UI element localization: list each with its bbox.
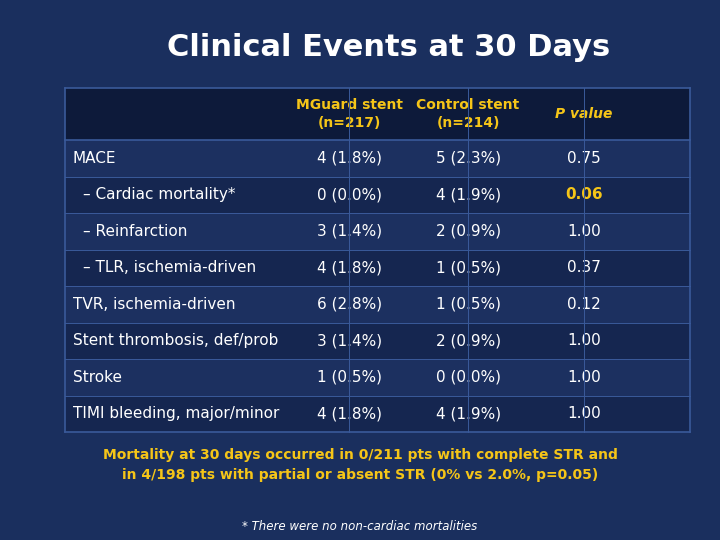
Text: 0.06: 0.06 — [565, 187, 603, 202]
Bar — [65, 359, 690, 395]
Text: 0.75: 0.75 — [567, 151, 600, 166]
Text: 4 (1.9%): 4 (1.9%) — [436, 406, 500, 421]
Bar — [65, 177, 690, 213]
Text: TVR, ischemia-driven: TVR, ischemia-driven — [73, 297, 235, 312]
Text: Clinical Events at 30 Days: Clinical Events at 30 Days — [167, 33, 611, 63]
Text: 4 (1.8%): 4 (1.8%) — [317, 151, 382, 166]
Bar — [65, 213, 690, 249]
Bar — [65, 286, 690, 322]
Text: – Cardiac mortality*: – Cardiac mortality* — [83, 187, 235, 202]
Text: 1.00: 1.00 — [567, 224, 600, 239]
Text: – TLR, ischemia-driven: – TLR, ischemia-driven — [83, 260, 256, 275]
Text: * There were no non-cardiac mortalities: * There were no non-cardiac mortalities — [243, 519, 477, 532]
Text: Stroke: Stroke — [73, 370, 122, 384]
Bar — [65, 88, 690, 140]
Text: 3 (1.4%): 3 (1.4%) — [317, 333, 382, 348]
Text: 0 (0.0%): 0 (0.0%) — [436, 370, 500, 384]
Text: 1 (0.5%): 1 (0.5%) — [436, 260, 500, 275]
Text: 4 (1.8%): 4 (1.8%) — [317, 260, 382, 275]
Text: – Reinfarction: – Reinfarction — [83, 224, 187, 239]
Text: 2 (0.9%): 2 (0.9%) — [436, 333, 500, 348]
Text: Stent thrombosis, def/prob: Stent thrombosis, def/prob — [73, 333, 279, 348]
Text: Mortality at 30 days occurred in 0/211 pts with complete STR and
in 4/198 pts wi: Mortality at 30 days occurred in 0/211 p… — [102, 448, 618, 482]
Text: 5 (2.3%): 5 (2.3%) — [436, 151, 500, 166]
Text: 1.00: 1.00 — [567, 406, 600, 421]
Text: 1.00: 1.00 — [567, 333, 600, 348]
Bar — [65, 88, 690, 432]
Text: P value: P value — [555, 107, 613, 121]
Bar — [65, 249, 690, 286]
Text: Control stent
(n=214): Control stent (n=214) — [416, 98, 520, 130]
Text: 3 (1.4%): 3 (1.4%) — [317, 224, 382, 239]
Text: 2 (0.9%): 2 (0.9%) — [436, 224, 500, 239]
Bar — [65, 395, 690, 432]
Text: 0 (0.0%): 0 (0.0%) — [317, 187, 382, 202]
Text: 1 (0.5%): 1 (0.5%) — [317, 370, 382, 384]
Text: MACE: MACE — [73, 151, 117, 166]
Text: 6 (2.8%): 6 (2.8%) — [317, 297, 382, 312]
Bar — [65, 322, 690, 359]
Text: 0.12: 0.12 — [567, 297, 600, 312]
Text: 1 (0.5%): 1 (0.5%) — [436, 297, 500, 312]
Text: 4 (1.8%): 4 (1.8%) — [317, 406, 382, 421]
Text: 0.37: 0.37 — [567, 260, 600, 275]
Text: 4 (1.9%): 4 (1.9%) — [436, 187, 500, 202]
Text: 1.00: 1.00 — [567, 370, 600, 384]
Text: TIMI bleeding, major/minor: TIMI bleeding, major/minor — [73, 406, 279, 421]
Bar — [65, 140, 690, 177]
Text: MGuard stent
(n=217): MGuard stent (n=217) — [296, 98, 403, 130]
